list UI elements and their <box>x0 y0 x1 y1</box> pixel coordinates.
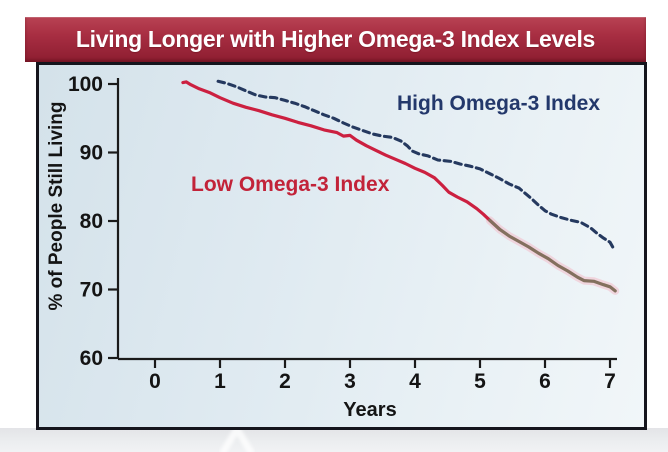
faint-chevron-watermark <box>219 428 255 452</box>
svg-text:7: 7 <box>604 370 616 393</box>
svg-text:0: 0 <box>149 370 161 393</box>
x-axis-title: Years <box>343 399 397 421</box>
svg-text:80: 80 <box>80 210 103 233</box>
svg-text:60: 60 <box>80 347 103 370</box>
survival-curves-chart: 100 90 80 70 60 0 1 2 3 4 5 6 7 <box>68 73 620 393</box>
svg-text:100: 100 <box>68 73 103 96</box>
svg-text:90: 90 <box>80 142 103 165</box>
svg-text:3: 3 <box>344 370 356 393</box>
svg-text:1: 1 <box>214 370 226 393</box>
svg-text:5: 5 <box>474 370 486 393</box>
series-label-low-omega3: Low Omega-3 Index <box>191 173 390 196</box>
svg-text:4: 4 <box>409 370 421 393</box>
page-background-strip <box>0 428 668 452</box>
chart-title-bar: Living Longer with Higher Omega-3 Index … <box>25 17 646 62</box>
series-label-high-omega3: High Omega-3 Index <box>397 92 601 115</box>
svg-text:6: 6 <box>539 370 551 393</box>
chart-plot-area: 100 90 80 70 60 0 1 2 3 4 5 6 7 High Omega-3 Index L… <box>36 62 647 430</box>
svg-text:70: 70 <box>80 279 103 302</box>
y-axis-title: % of People Still Living <box>46 101 67 311</box>
chart-title: Living Longer with Higher Omega-3 Index … <box>75 26 596 52</box>
svg-text:2: 2 <box>279 370 291 393</box>
